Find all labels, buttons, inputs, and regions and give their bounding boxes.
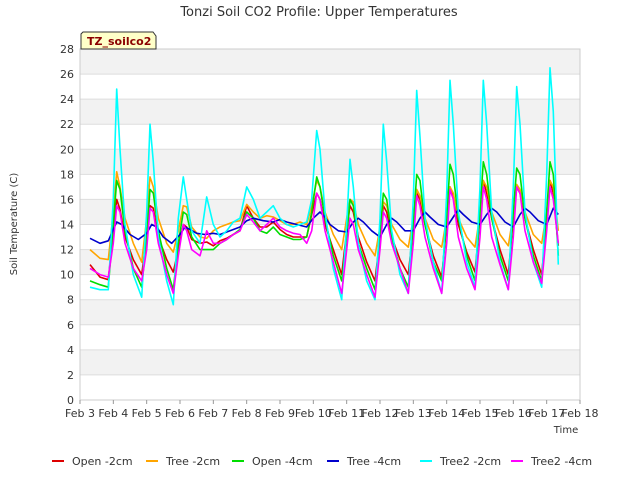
series-lines	[89, 67, 560, 306]
y-axis-label: Soil Temperature (C)	[9, 173, 20, 276]
y-tick-label: 18	[60, 168, 74, 181]
x-tick-label: Feb 12	[362, 407, 399, 420]
y-tick-label: 12	[60, 244, 74, 257]
band	[80, 149, 580, 175]
site-badge: TZ_soilco2	[80, 31, 157, 50]
x-tick-label: Feb 4	[98, 407, 128, 420]
legend-label: Open -2cm	[72, 455, 133, 468]
band	[80, 99, 580, 125]
band	[80, 349, 580, 375]
x-tick-label: Feb 16	[495, 407, 532, 420]
x-axis-ticks: Feb 3 Feb 4 Feb 5 Feb 6 Feb 7 Feb 8 Feb 9 Feb 1…	[65, 400, 598, 420]
x-tick-label: Feb 11	[328, 407, 365, 420]
series-line	[89, 207, 559, 245]
y-tick-label: 2	[67, 369, 74, 382]
x-tick-label: Feb 10	[295, 407, 332, 420]
y-tick-label: 16	[60, 193, 74, 206]
chart-title: Tonzi Soil CO2 Profile: Upper Temperatur…	[179, 5, 458, 20]
x-tick-label: Feb 13	[395, 407, 432, 420]
y-tick-label: 22	[60, 118, 74, 131]
legend-label: Tree -2cm	[165, 455, 220, 468]
x-tick-label: Feb 14	[428, 407, 465, 420]
y-tick-label: 10	[60, 269, 74, 282]
legend-label: Tree2 -2cm	[439, 455, 501, 468]
series-line	[89, 186, 560, 299]
legend-label: Tree2 -4cm	[530, 455, 592, 468]
y-tick-label: 20	[60, 143, 74, 156]
plot-background-bands	[80, 49, 580, 375]
legend: Open -2cm Tree -2cm Open -4cm Tree -4cm Tree…	[52, 455, 592, 468]
y-tick-label: 28	[60, 43, 74, 56]
band	[80, 299, 580, 325]
site-badge-label: TZ_soilco2	[87, 35, 151, 48]
band	[80, 49, 580, 75]
y-tick-label: 14	[60, 219, 74, 232]
series-line	[89, 171, 560, 263]
x-axis-label: Time	[553, 425, 578, 436]
y-tick-label: 8	[67, 294, 74, 307]
series-line	[89, 161, 560, 291]
y-tick-label: 6	[67, 319, 74, 332]
x-tick-label: Feb 5	[132, 407, 162, 420]
plot-frame	[79, 48, 581, 401]
y-tick-label: 24	[60, 93, 74, 106]
legend-label: Open -4cm	[252, 455, 313, 468]
x-tick-label: Feb 7	[198, 407, 228, 420]
y-tick-label: 0	[67, 394, 74, 407]
y-tick-label: 4	[67, 344, 74, 357]
x-tick-label: Feb 8	[232, 407, 262, 420]
x-tick-label: Feb 18	[562, 407, 599, 420]
x-tick-label: Feb 3	[65, 407, 95, 420]
x-tick-label: Feb 9	[265, 407, 295, 420]
series-line	[89, 179, 560, 282]
legend-label: Tree -4cm	[346, 455, 401, 468]
series-line	[89, 67, 560, 306]
y-tick-label: 26	[60, 68, 74, 81]
x-tick-label: Feb 17	[528, 407, 565, 420]
x-tick-label: Feb 6	[165, 407, 195, 420]
x-tick-label: Feb 15	[462, 407, 499, 420]
